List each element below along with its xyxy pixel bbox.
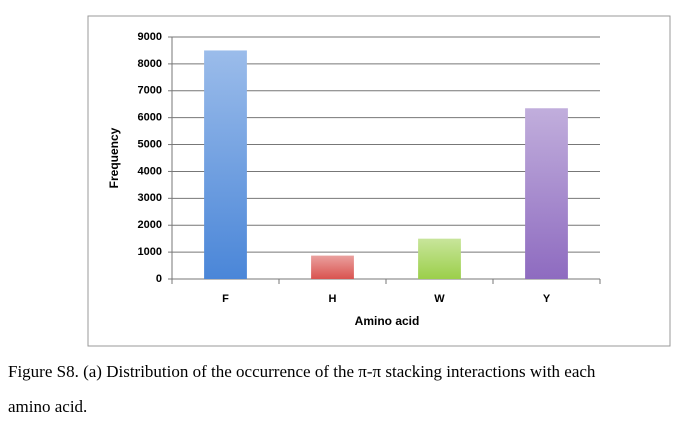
- bar: [311, 255, 354, 279]
- y-tick-label: 6000: [138, 112, 162, 124]
- bar: [525, 108, 568, 279]
- y-tick-label: 1000: [138, 246, 162, 258]
- bar: [418, 238, 461, 279]
- y-axis-label: Frequency: [107, 127, 121, 188]
- x-tick-label: F: [222, 293, 229, 305]
- y-tick-label: 7000: [138, 85, 162, 97]
- y-tick-label: 3000: [138, 192, 162, 204]
- bar: [204, 50, 247, 279]
- chart: Frequency Amino acid 0 1000 2000 3000 4000 50…: [87, 15, 671, 347]
- y-tick-label: 0: [156, 273, 162, 285]
- x-tick-label: H: [329, 293, 337, 305]
- x-axis-label: Amino acid: [355, 314, 420, 328]
- y-tick-label: 5000: [138, 138, 162, 150]
- chart-frame: [87, 15, 671, 347]
- y-tick-label: 9000: [138, 31, 162, 43]
- y-tick-label: 2000: [138, 219, 162, 231]
- caption-line: amino acid.: [8, 397, 88, 416]
- caption-line: Figure S8. (a) Distribution of the occur…: [8, 362, 596, 381]
- x-tick-label: W: [434, 293, 445, 305]
- y-tick-label: 4000: [138, 165, 162, 177]
- y-tick-label: 8000: [138, 58, 162, 70]
- x-tick-label: Y: [543, 293, 551, 305]
